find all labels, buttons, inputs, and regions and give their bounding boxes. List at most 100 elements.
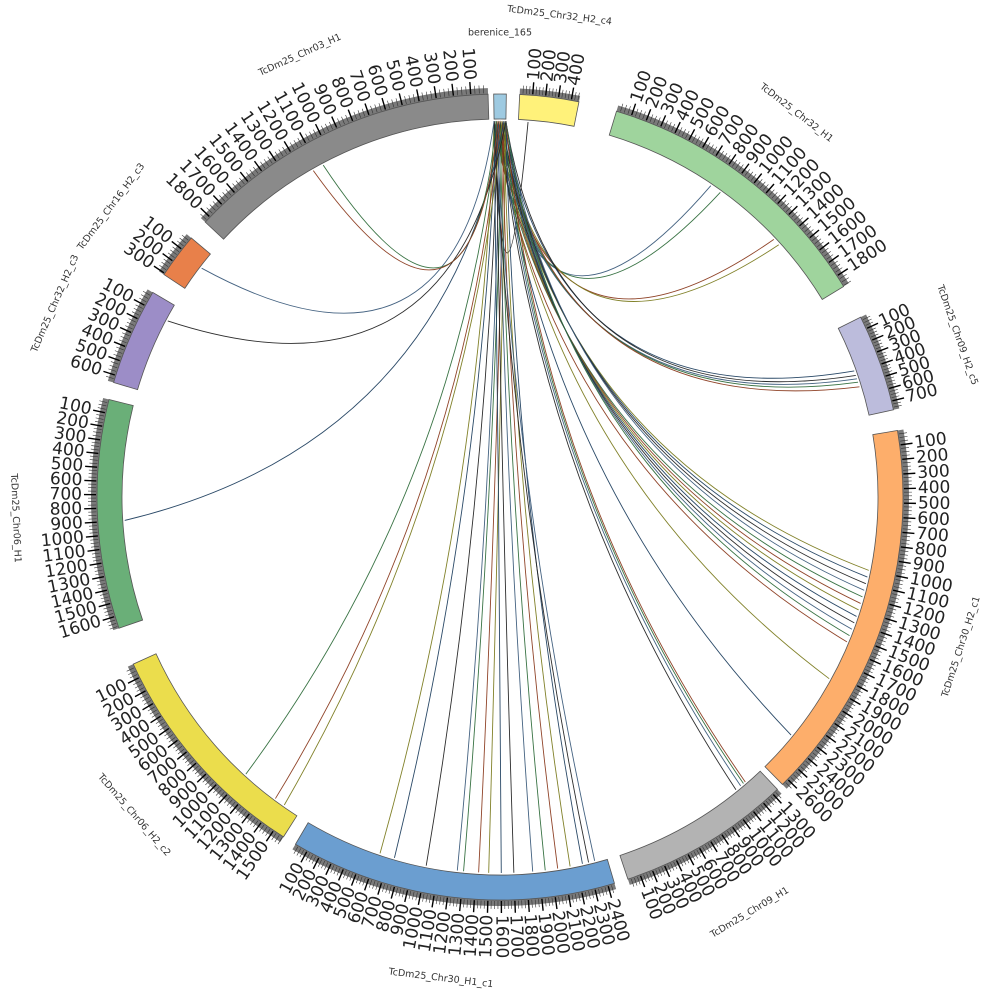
ideogram-chr09h2c5[interactable] bbox=[837, 316, 894, 416]
minor-tick bbox=[655, 869, 660, 878]
link-chr06h2c2 bbox=[275, 120, 501, 799]
ideogram-chr06h1[interactable] bbox=[96, 399, 144, 629]
minor-tick bbox=[218, 792, 225, 799]
link-chr30h2c1 bbox=[493, 120, 863, 598]
ideogram-chr09h1[interactable] bbox=[619, 770, 778, 880]
tick-mark bbox=[85, 465, 98, 468]
minor-tick bbox=[646, 873, 650, 882]
minor-tick bbox=[882, 625, 891, 629]
chromosome-name-chr32h2c4: TcDm25_Chr32_H2_c4 bbox=[506, 4, 613, 28]
tick-label: 500 bbox=[50, 454, 84, 476]
minor-tick bbox=[634, 877, 638, 886]
ideogram-chr32h2c4[interactable] bbox=[518, 94, 580, 127]
minor-tick bbox=[94, 421, 103, 424]
minor-tick bbox=[90, 455, 99, 458]
tick-mark bbox=[364, 103, 370, 116]
ideogram-chr30h2c1[interactable] bbox=[764, 430, 904, 786]
minor-tick bbox=[341, 116, 345, 125]
tick-mark bbox=[312, 857, 320, 870]
tick-mark bbox=[103, 370, 116, 376]
minor-tick bbox=[105, 613, 114, 617]
ideogram-chr16h2c3[interactable] bbox=[163, 237, 211, 289]
minor-tick bbox=[893, 401, 901, 405]
minor-tick bbox=[902, 462, 911, 464]
tick-mark bbox=[108, 355, 120, 362]
minor-tick bbox=[179, 237, 187, 244]
minor-tick bbox=[838, 717, 846, 722]
tick-mark bbox=[607, 886, 613, 898]
minor-tick bbox=[271, 833, 277, 841]
tick-label: 200 bbox=[537, 48, 561, 83]
minor-tick bbox=[345, 114, 349, 123]
minor-tick bbox=[359, 876, 363, 885]
tick-mark bbox=[390, 886, 396, 899]
minor-tick bbox=[336, 867, 341, 876]
minor-tick bbox=[439, 896, 442, 905]
minor-tick bbox=[848, 701, 856, 707]
tick-mark bbox=[207, 784, 217, 794]
tick-mark bbox=[816, 746, 828, 756]
ideogram-chr03h1[interactable] bbox=[204, 93, 490, 240]
ideogram-chr32h2c3[interactable] bbox=[113, 291, 175, 391]
tick-mark bbox=[92, 576, 105, 580]
minor-tick bbox=[422, 893, 425, 902]
minor-tick bbox=[889, 389, 898, 392]
minor-tick bbox=[159, 264, 167, 270]
minor-tick bbox=[265, 829, 271, 836]
minor-tick bbox=[900, 550, 909, 552]
minor-tick bbox=[226, 799, 233, 806]
minor-tick bbox=[729, 828, 735, 836]
minor-tick bbox=[695, 136, 701, 144]
minor-tick bbox=[671, 123, 676, 132]
ideogram-hub[interactable] bbox=[493, 93, 507, 120]
minor-tick bbox=[235, 180, 242, 188]
minor-tick bbox=[262, 826, 268, 834]
link-chr09h1 bbox=[505, 121, 746, 783]
minor-tick bbox=[791, 211, 798, 218]
minor-tick bbox=[685, 130, 690, 139]
minor-tick bbox=[219, 195, 226, 202]
minor-tick bbox=[879, 354, 887, 359]
minor-tick bbox=[241, 811, 247, 818]
tick-mark bbox=[398, 93, 403, 106]
ideogram-chr06h2c2[interactable] bbox=[132, 653, 298, 838]
tick-mark bbox=[347, 109, 354, 122]
ideogram-chr32h1[interactable] bbox=[608, 110, 845, 301]
minor-tick bbox=[866, 665, 875, 670]
minor-tick bbox=[826, 254, 834, 260]
ideogram-chr30h1c1[interactable] bbox=[294, 822, 615, 901]
minor-tick bbox=[100, 596, 109, 600]
minor-tick bbox=[653, 115, 657, 124]
minor-tick bbox=[134, 684, 143, 689]
link-chr06h2c2 bbox=[283, 120, 503, 806]
minor-tick bbox=[716, 837, 721, 846]
minor-tick bbox=[620, 103, 624, 112]
tick-mark bbox=[377, 882, 383, 895]
minor-tick bbox=[93, 431, 102, 434]
minor-tick bbox=[555, 88, 557, 97]
minor-tick bbox=[685, 855, 690, 864]
minor-tick bbox=[705, 844, 710, 853]
minor-tick bbox=[177, 748, 185, 755]
minor-tick bbox=[412, 94, 416, 103]
tick-mark bbox=[451, 83, 455, 96]
minor-tick bbox=[722, 153, 728, 161]
minor-tick bbox=[89, 459, 98, 461]
minor-tick bbox=[161, 261, 169, 267]
ideogram-scale-band bbox=[519, 88, 581, 102]
minor-tick bbox=[430, 90, 433, 99]
tick-mark bbox=[90, 423, 103, 427]
tick-mark bbox=[763, 802, 772, 813]
tick-mark bbox=[119, 326, 132, 334]
minor-tick bbox=[222, 192, 229, 199]
minor-tick bbox=[661, 867, 666, 875]
link-chr30h1c1 bbox=[501, 120, 559, 869]
tick-mark bbox=[226, 183, 235, 193]
minor-tick bbox=[800, 766, 808, 773]
tick-mark bbox=[688, 128, 696, 141]
ideogram-scale-band bbox=[627, 789, 782, 885]
minor-tick bbox=[702, 846, 707, 854]
minor-tick bbox=[901, 447, 910, 449]
minor-tick bbox=[862, 315, 871, 320]
